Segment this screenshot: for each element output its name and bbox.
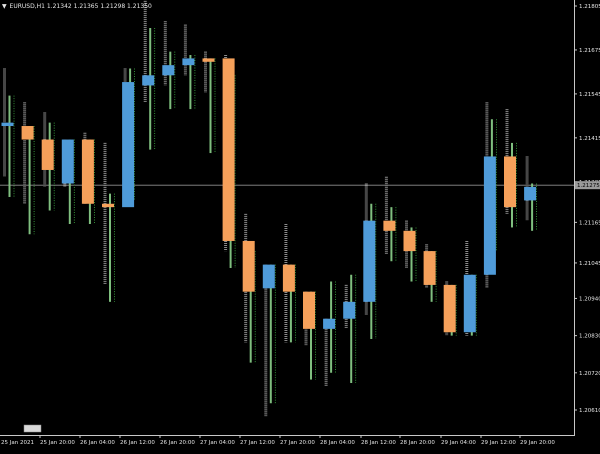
ohlc-values: 1.21342 1.21365 1.21298 1.21350 [46,3,152,10]
time-tick-label: 29 Jan 04:00 [441,440,476,446]
candle[interactable] [242,213,256,363]
candle-body [282,264,295,292]
candle[interactable] [262,264,276,417]
candle[interactable] [343,274,357,383]
time-tick-label: 28 Jan 20:00 [400,440,435,446]
candle[interactable] [504,109,517,228]
candle[interactable] [61,139,75,225]
price-tick-label: 1.20940 [579,296,600,302]
candle-body [102,203,114,208]
candle-body [463,274,476,333]
current-price-marker [575,181,600,190]
candle-body [303,291,315,329]
candle-body [403,230,416,252]
candle[interactable] [363,183,377,340]
symbol-label: EURUSD,H1 [9,3,45,10]
candle-body [504,156,516,208]
candle-body [61,139,74,184]
candle[interactable] [383,176,397,262]
candle[interactable] [222,55,236,269]
time-tick-label: 26 Jan 20:00 [160,440,195,446]
price-tick-label: 1.21415 [579,136,600,142]
candle-body [242,240,255,292]
candle[interactable] [1,68,15,198]
candle[interactable] [323,281,337,387]
time-tick-label: 25 Jan 20:00 [40,440,75,446]
candle[interactable] [303,291,316,380]
candle[interactable] [81,132,95,225]
price-tick-label: 1.21675 [579,48,600,54]
scroll-marker[interactable] [23,424,42,433]
price-tick-label: 1.21545 [579,92,600,98]
candle[interactable] [443,281,457,336]
candle-body [182,58,195,66]
candle-body [81,139,94,204]
time-tick-label: 29 Jan 12:00 [481,440,516,446]
candle[interactable] [483,102,497,289]
time-tick-label: 26 Jan 12:00 [120,440,155,446]
price-tick-label: 1.20830 [579,334,600,340]
time-tick-label: 27 Jan 12:00 [240,440,275,446]
collapse-arrow-icon[interactable]: ▼ [2,3,7,10]
symbol-info: ▼ EURUSD,H1 1.21342 1.21365 1.21298 1.21… [2,3,152,11]
candle-body [423,251,436,285]
candle-body [524,186,537,201]
candle[interactable] [463,240,477,336]
candle[interactable] [122,68,136,208]
candle-body [443,284,456,333]
candle[interactable] [423,244,437,302]
candle[interactable] [403,220,417,282]
current-price-label: 1.21275 [577,183,600,189]
price-tick-label: 1.21045 [579,261,600,267]
time-tick-label: 28 Jan 12:00 [361,440,396,446]
candle-body [363,220,376,302]
candle-body [162,65,175,76]
time-tick-label: 28 Jan 04:00 [320,440,355,446]
time-tick-label: 25 Jan 2021 [1,440,34,446]
price-tick-label: 1.21165 [579,220,600,226]
candle-body [202,58,215,62]
candle[interactable] [524,156,537,231]
time-tick-label: 29 Jan 20:00 [520,440,555,446]
price-tick-label: 1.20720 [579,371,600,377]
candle[interactable] [21,102,35,235]
candle[interactable] [282,224,296,343]
candle-body [1,122,14,127]
candle[interactable] [142,0,156,150]
time-tick-label: 27 Jan 20:00 [280,440,315,446]
candle-body [142,75,155,86]
candle-body [383,220,396,231]
candle[interactable] [41,112,55,211]
candle[interactable] [202,51,216,154]
candle-body [222,58,235,241]
candle[interactable] [102,142,115,302]
candle-body [122,82,135,208]
candle-body [483,156,496,275]
time-tick-label: 27 Jan 04:00 [200,440,235,446]
candle-body [21,126,34,140]
price-tick-label: 1.21805 [579,4,600,10]
time-tick-label: 26 Jan 04:00 [80,440,115,446]
candle-body [41,139,54,170]
candle-body [343,301,356,319]
candle-body [323,318,336,329]
price-tick-label: 1.20610 [579,408,600,414]
candle[interactable] [182,24,196,110]
candle-body [262,264,275,289]
candle[interactable] [162,21,176,110]
